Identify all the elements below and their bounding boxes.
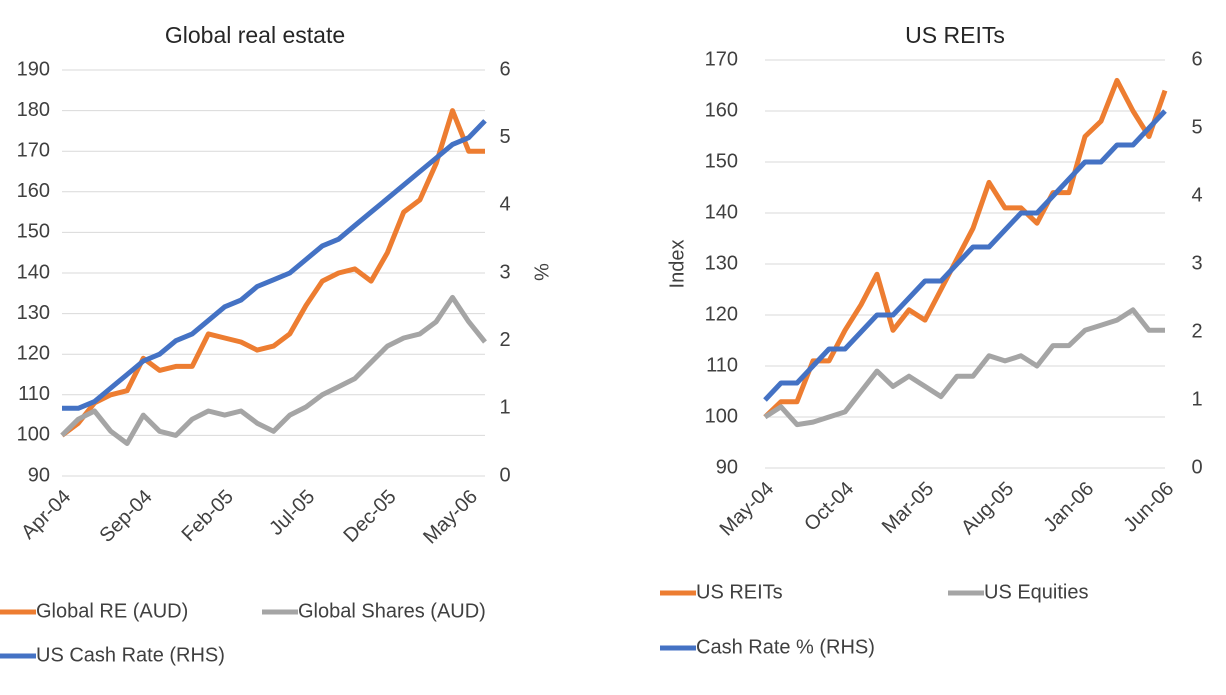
- y2-tick-label: 2: [1191, 320, 1202, 342]
- y2-tick-label: 6: [499, 58, 510, 80]
- legend-label: Global Shares (AUD): [298, 600, 486, 622]
- y2-tick-label: 5: [1191, 116, 1202, 138]
- y-tick-label: 140: [17, 261, 50, 283]
- data-line: [60, 294, 487, 446]
- y2-tick-label: 4: [1191, 184, 1202, 206]
- y2-axis-label: %: [530, 263, 552, 281]
- y-tick-label: 150: [17, 221, 50, 243]
- y2-tick-label: 3: [499, 261, 510, 283]
- legend-label: US Cash Rate (RHS): [36, 644, 225, 666]
- y-tick-label: 120: [17, 342, 50, 364]
- x-tick-label: Mar-05: [878, 478, 938, 538]
- y2-tick-label: 1: [499, 397, 510, 419]
- x-tick-label: Oct-04: [800, 478, 858, 536]
- x-tick-label: Apr-04: [17, 486, 75, 544]
- x-tick-label: Sep-04: [95, 486, 156, 547]
- y2-tick-label: 4: [499, 194, 510, 216]
- y-tick-label: 120: [705, 303, 738, 325]
- y2-tick-label: 6: [1191, 48, 1202, 70]
- data-line: [763, 307, 1165, 428]
- y2-tick-label: 3: [1191, 252, 1202, 274]
- y-tick-label: 90: [716, 456, 738, 478]
- x-tick-label: Feb-05: [178, 486, 238, 546]
- y-tick-label: 190: [17, 58, 50, 80]
- y-tick-label: 90: [28, 464, 50, 486]
- y2-tick-label: 0: [1191, 456, 1202, 478]
- y-tick-label: 100: [17, 424, 50, 446]
- legend-label: US REITs: [696, 581, 783, 603]
- data-line: [763, 109, 1167, 402]
- x-tick-label: Aug-05: [957, 478, 1018, 539]
- y2-tick-label: 0: [499, 464, 510, 486]
- y-tick-label: 110: [18, 383, 50, 405]
- data-line: [763, 77, 1168, 419]
- y2-tick-label: 1: [1191, 388, 1202, 410]
- y-tick-label: 130: [705, 252, 738, 274]
- y-tick-label: 110: [706, 354, 738, 376]
- y2-tick-label: 5: [499, 126, 510, 148]
- data-line: [60, 108, 485, 438]
- y-tick-label: 160: [705, 99, 738, 121]
- x-tick-label: May-04: [716, 478, 779, 541]
- y-tick-label: 130: [17, 302, 50, 324]
- y-tick-label: 150: [705, 150, 738, 172]
- y-tick-label: 180: [17, 99, 50, 121]
- x-tick-label: Jul-05: [265, 486, 319, 540]
- x-tick-label: May-06: [419, 486, 482, 549]
- chart-title: US REITs: [905, 22, 1005, 48]
- y-tick-label: 100: [705, 405, 738, 427]
- y-tick-label: 160: [17, 180, 50, 202]
- y2-tick-label: 2: [499, 329, 510, 351]
- y-tick-label: 140: [705, 201, 738, 223]
- x-tick-label: Jun-06: [1119, 478, 1178, 537]
- y-tick-label: 170: [705, 48, 738, 70]
- legend-label: US Equities: [984, 581, 1089, 603]
- y-axis-label: Index: [666, 240, 688, 289]
- data-line: [62, 119, 487, 411]
- legend-label: Global RE (AUD): [36, 600, 188, 622]
- y-tick-label: 170: [17, 139, 50, 161]
- chart-title: Global real estate: [165, 22, 345, 48]
- x-tick-label: Jan-06: [1039, 478, 1098, 537]
- x-tick-label: Dec-05: [340, 486, 401, 547]
- legend-label: Cash Rate % (RHS): [696, 636, 875, 658]
